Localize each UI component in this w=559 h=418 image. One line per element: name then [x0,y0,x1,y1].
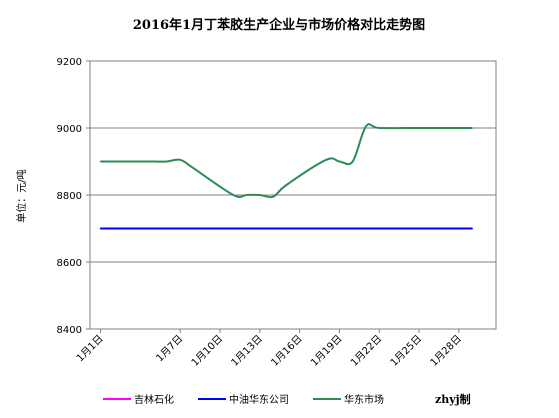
x-tick-label: 1月1日 [74,333,106,365]
data-point [285,227,288,230]
data-point [259,194,261,196]
legend-label: 中油华东公司 [229,393,289,406]
data-point [458,227,460,230]
x-axis-ticks: 1月1日 1月7日 1月10日 1月13日 1月16日 1月19日 1月22日 1月25日 1月… [74,329,464,369]
series-lines [99,123,473,230]
y-tick-label: 9000 [57,124,82,135]
data-point [418,227,420,230]
data-point [139,160,142,163]
data-point [152,227,155,230]
y-tick-label: 8400 [57,325,82,336]
x-tick-label: 1月28日 [428,333,464,369]
data-point [471,127,473,129]
data-point [245,227,248,230]
data-point [365,227,367,230]
data-point [232,194,235,196]
data-point [378,127,381,129]
data-point [285,184,288,186]
x-tick-label: 1月25日 [388,333,424,369]
data-point [444,227,447,230]
credit-text: zhyj制 [435,392,471,406]
legend-label: 吉林石化 [134,393,174,406]
data-point [351,160,354,163]
data-point [99,160,102,163]
data-point [458,127,460,129]
x-tick-label: 1月19日 [308,333,344,369]
data-point [259,227,261,230]
data-point [431,227,434,230]
data-point [245,194,248,196]
data-point [272,195,274,198]
legend-label: 华东市场 [344,393,384,406]
data-point [166,160,168,163]
data-point [431,127,434,129]
data-point [192,227,195,230]
data-point [272,227,274,230]
x-tick-label: 1月22日 [348,333,384,369]
data-point [351,227,354,230]
chart-title: 2016年1月丁苯胶生产企业与市场价格对比走势图 [133,17,425,33]
legend: 吉林石化 中油华东公司 华东市场 [103,393,384,406]
data-point [179,159,182,161]
data-point [365,125,367,128]
data-point [444,127,447,129]
x-tick-label: 1月16日 [269,333,305,369]
x-tick-label: 1月13日 [229,333,265,369]
data-point [152,160,155,163]
y-axis-label: 单位：元/吨 [15,169,28,222]
data-point [166,227,168,230]
data-point [325,227,327,230]
data-point [179,227,182,230]
data-point [338,160,341,163]
x-tick-label: 1月7日 [154,333,186,365]
y-tick-label: 8600 [57,258,82,269]
y-tick-label: 8800 [57,191,82,202]
data-point [471,227,473,230]
data-point [325,159,327,161]
data-point [418,127,420,129]
y-axis-ticks: 8400 8600 8800 9000 9200 [57,57,90,336]
data-point [232,227,235,230]
data-point [378,227,381,230]
data-point [192,167,195,169]
data-point [99,227,102,230]
data-point [139,227,142,230]
y-tick-label: 9200 [57,57,82,68]
data-point [338,227,341,230]
x-tick-label: 1月10日 [189,333,225,369]
